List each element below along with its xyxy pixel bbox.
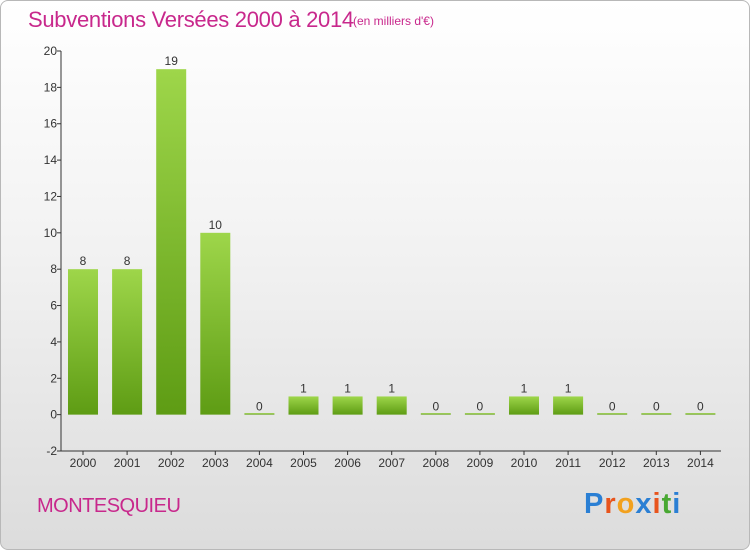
- x-tick-label: 2011: [555, 456, 581, 470]
- data-label-2003: 10: [209, 218, 223, 232]
- y-tick-label: 4: [50, 335, 57, 349]
- logo-letter: o: [616, 488, 636, 520]
- bar-2000: [68, 269, 98, 415]
- logo-letter: r: [604, 488, 617, 520]
- y-tick-label: 18: [44, 80, 58, 94]
- bar-2003: [200, 232, 231, 415]
- y-tick-label: 20: [44, 44, 58, 58]
- bar-2012: [597, 413, 628, 415]
- data-label-2000: 8: [80, 254, 87, 268]
- bar-2013: [641, 413, 672, 415]
- y-tick-label: 10: [44, 226, 58, 240]
- bar-2009: [464, 413, 495, 415]
- data-label-2006: 1: [344, 381, 351, 395]
- y-tick-label: 12: [44, 189, 58, 203]
- x-tick-label: 2005: [290, 456, 317, 470]
- data-label-2002: 19: [165, 54, 179, 68]
- bar-2011: [553, 396, 584, 415]
- x-tick-label: 2009: [467, 456, 494, 470]
- data-label-2014: 0: [697, 400, 704, 414]
- x-tick-label: 2001: [114, 456, 141, 470]
- x-tick-label: 2007: [378, 456, 405, 470]
- logo-letter: t: [661, 488, 673, 520]
- y-tick-label: 8: [50, 262, 57, 276]
- x-tick-label: 2012: [599, 456, 626, 470]
- data-label-2007: 1: [388, 381, 395, 395]
- data-label-2004: 0: [256, 400, 263, 414]
- logo-letter: x: [635, 488, 653, 520]
- y-tick-label: 0: [50, 408, 57, 422]
- bar-2005: [288, 396, 319, 415]
- y-tick-label: -2: [46, 444, 57, 458]
- x-tick-label: 2004: [246, 456, 273, 470]
- bar-2002: [156, 69, 187, 415]
- bar-2006: [332, 396, 363, 415]
- data-label-2001: 8: [124, 254, 131, 268]
- x-tick-label: 2002: [158, 456, 185, 470]
- bar-2010: [509, 396, 539, 415]
- y-tick-label: 2: [50, 371, 57, 385]
- y-tick-label: 14: [44, 153, 58, 167]
- bar-2001: [112, 269, 143, 415]
- logo-letter: P: [584, 488, 605, 520]
- x-tick-label: 2010: [511, 456, 538, 470]
- bar-2014: [685, 413, 716, 415]
- data-label-2011: 1: [565, 381, 572, 395]
- x-tick-label: 2013: [643, 456, 670, 470]
- x-tick-label: 2003: [202, 456, 229, 470]
- bar-2007: [376, 396, 407, 415]
- data-label-2012: 0: [609, 400, 616, 414]
- bar-2008: [420, 413, 451, 415]
- data-label-2010: 1: [521, 381, 528, 395]
- x-tick-label: 2008: [422, 456, 449, 470]
- proxiti-logo: Proxiti: [584, 488, 681, 521]
- chart-title: Subventions Versées 2000 à 2014: [28, 7, 354, 32]
- logo-letter: i: [672, 488, 682, 520]
- commune-name: MONTESQUIEU: [37, 495, 181, 517]
- data-label-2008: 0: [432, 400, 439, 414]
- x-tick-label: 2000: [70, 456, 97, 470]
- y-tick-label: 16: [44, 117, 58, 131]
- data-label-2013: 0: [653, 400, 660, 414]
- x-tick-label: 2014: [687, 456, 714, 470]
- data-label-2005: 1: [300, 381, 307, 395]
- bar-2004: [244, 413, 275, 415]
- chart-subtitle: (en milliers d'€): [353, 14, 434, 28]
- x-tick-label: 2006: [334, 456, 361, 470]
- data-label-2009: 0: [477, 400, 484, 414]
- y-tick-label: 6: [50, 299, 57, 313]
- logo-letter: i: [652, 488, 662, 520]
